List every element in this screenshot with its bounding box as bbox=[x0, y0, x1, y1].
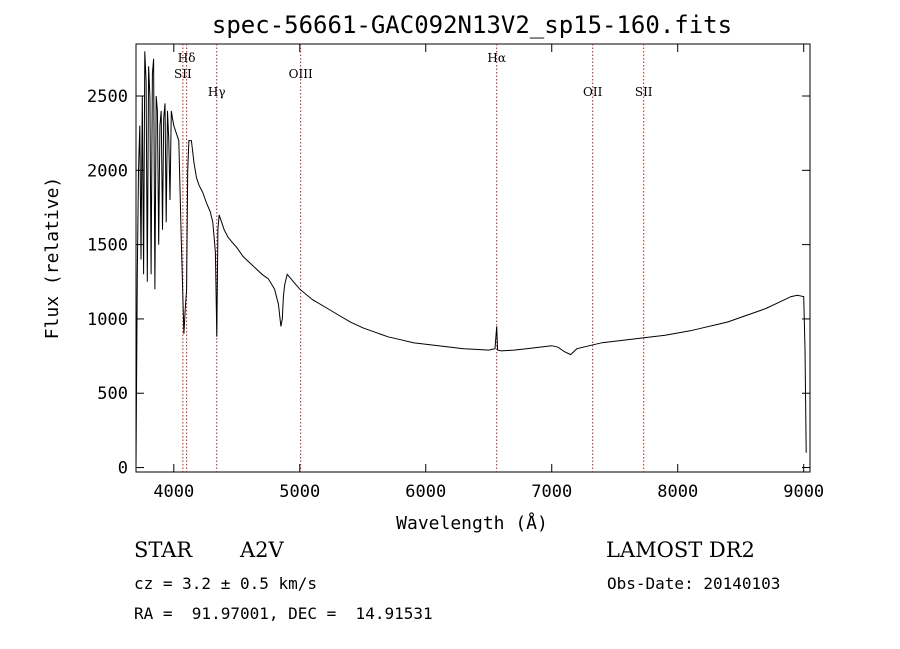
redshift-readout: cz = 3.2 ± 0.5 km/s bbox=[134, 574, 318, 593]
x-tick-label: 5000 bbox=[279, 482, 320, 502]
x-tick-label: 7000 bbox=[531, 482, 572, 502]
x-axis-label: Wavelength (Å) bbox=[396, 512, 548, 534]
y-axis-label: Flux (relative) bbox=[42, 177, 63, 340]
y-tick-label: 1500 bbox=[87, 236, 128, 256]
y-tick-label: 2000 bbox=[87, 161, 128, 181]
spectral-line-label: Hγ bbox=[208, 85, 226, 99]
spectral-line-label: Hα bbox=[487, 51, 506, 65]
spectral-line-markers: Hδ SII Hγ OIII Hα OII SII bbox=[174, 44, 653, 472]
spectral-line-label: SII bbox=[635, 85, 653, 99]
survey-name: LAMOST DR2 bbox=[606, 538, 755, 562]
obs-date: Obs-Date: 20140103 bbox=[607, 574, 781, 593]
y-tick-label: 2500 bbox=[87, 87, 128, 107]
x-tick-label: 9000 bbox=[783, 482, 824, 502]
spectral-line-label: Hδ bbox=[178, 51, 196, 65]
spectrum-series-line bbox=[135, 51, 807, 468]
object-class: STAR bbox=[134, 538, 193, 562]
object-subclass: A2V bbox=[240, 538, 284, 562]
spectral-line-label: SII bbox=[174, 67, 192, 81]
y-tick-label: 0 bbox=[118, 459, 128, 479]
y-tick-label: 1000 bbox=[87, 310, 128, 330]
x-tick-label: 8000 bbox=[657, 482, 698, 502]
y-tick-label: 500 bbox=[97, 384, 128, 404]
spectral-line-label: OIII bbox=[289, 67, 313, 81]
chart-title: spec-56661-GAC092N13V2_sp15-160.fits bbox=[212, 11, 732, 39]
x-tick-label: 4000 bbox=[153, 482, 194, 502]
coordinates: RA = 91.97001, DEC = 14.91531 bbox=[134, 604, 433, 623]
axis-ticks: 4000 5000 6000 7000 8000 9000 0 500 1000 1500 2000… bbox=[87, 44, 824, 502]
spectral-line-label: OII bbox=[583, 85, 603, 99]
plot-frame bbox=[135, 43, 811, 473]
x-tick-label: 6000 bbox=[405, 482, 446, 502]
